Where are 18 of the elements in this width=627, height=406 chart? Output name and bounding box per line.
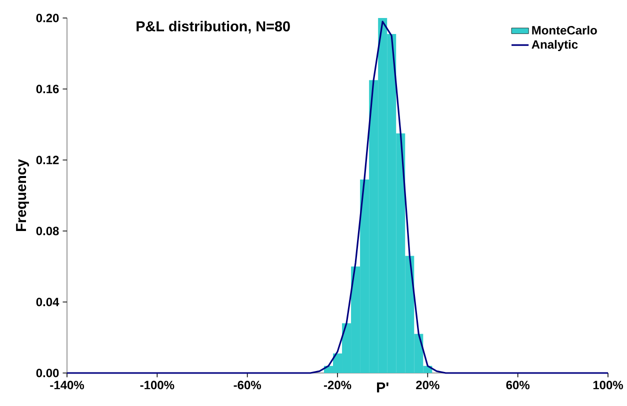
- x-tick-label: -100%: [140, 380, 174, 390]
- x-tick-label: -20%: [324, 380, 352, 390]
- y-tick-label: 0.04: [36, 298, 60, 306]
- x-tick-label: -60%: [234, 380, 262, 390]
- y-tick-label: 0.08: [36, 226, 59, 236]
- chart-title: P&L distribution, N=80: [136, 20, 290, 34]
- legend-label: Analytic: [532, 40, 578, 52]
- y-tick-label: 0.16: [36, 84, 59, 94]
- y-tick-label: 0.20: [36, 14, 59, 22]
- x-axis-title: P': [377, 382, 388, 392]
- y-axis-title: Frequency: [16, 159, 29, 231]
- x-tick-label: 100%: [593, 380, 624, 390]
- x-tick-label: 60%: [506, 380, 530, 390]
- legend-label: MonteCarlo: [532, 26, 597, 35]
- y-tick-label: 0.12: [36, 156, 59, 164]
- y-tick-label: 0.00: [36, 368, 59, 378]
- x-tick-label: 20%: [416, 380, 440, 390]
- x-tick-label: -140%: [50, 380, 84, 390]
